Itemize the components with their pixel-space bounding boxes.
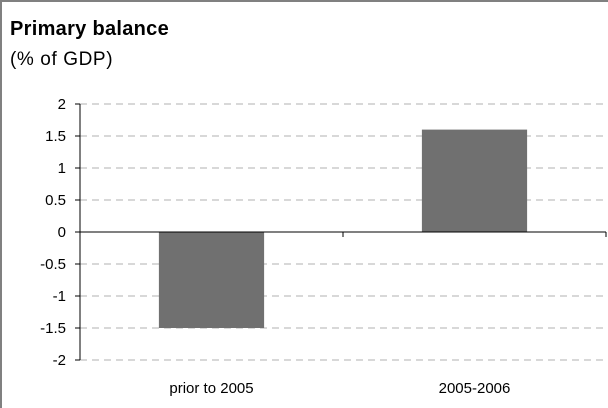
y-tick-label: -1.5 — [40, 320, 66, 337]
bars — [158, 129, 528, 328]
y-tick-label: -0.5 — [40, 256, 66, 273]
chart-title: Primary balance — [10, 18, 170, 40]
bar-2005-2006 — [421, 129, 528, 232]
y-tick-label: -2 — [53, 352, 66, 369]
y-tick-label: 2 — [58, 96, 66, 113]
y-axis: 2 1.5 1 0.5 0 -0.5 -1 -1.5 -2 — [40, 96, 81, 369]
x-category-label: prior to 2005 — [169, 380, 253, 397]
chart-subtitle: (% of GDP) — [10, 49, 114, 70]
x-axis: prior to 2005 2005-2006 — [79, 231, 607, 397]
bar-prior-to-2005 — [158, 232, 265, 328]
y-tick-label: -1 — [53, 288, 66, 305]
y-tick-label: 1 — [58, 160, 66, 177]
y-tick-label: 0 — [58, 224, 66, 241]
y-tick-label: 0.5 — [45, 192, 66, 209]
y-tick-label: 1.5 — [45, 128, 66, 145]
x-category-label: 2005-2006 — [439, 380, 511, 397]
